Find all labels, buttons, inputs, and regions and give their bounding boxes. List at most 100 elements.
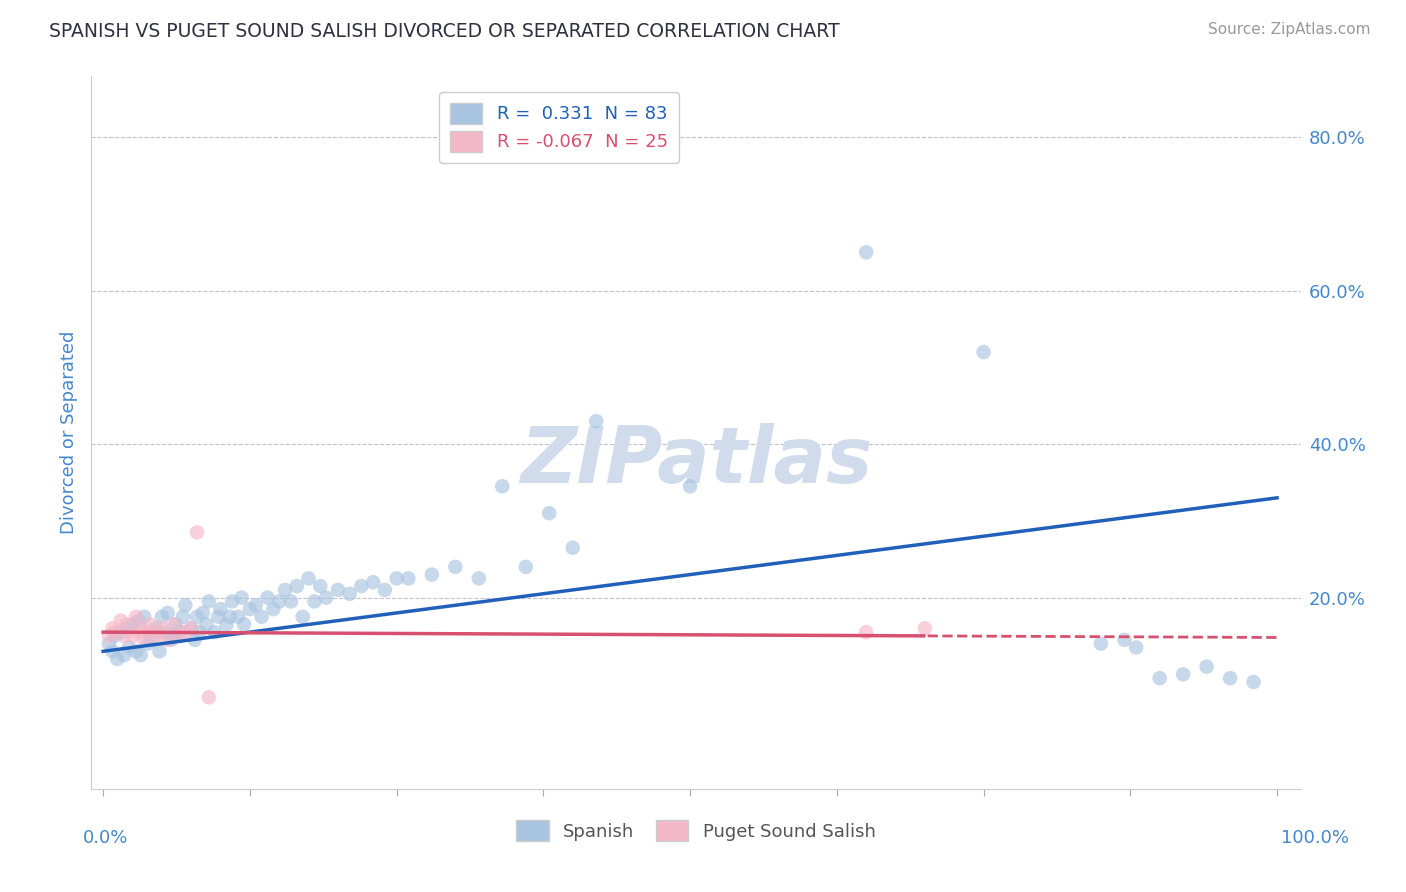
Point xyxy=(136,625,159,640)
Point xyxy=(150,609,173,624)
Point xyxy=(118,640,141,655)
Point xyxy=(1173,667,1195,681)
Point xyxy=(127,614,149,628)
Point xyxy=(115,621,138,635)
Point xyxy=(98,629,121,643)
Text: 0.0%: 0.0% xyxy=(83,829,128,847)
Point xyxy=(136,637,159,651)
Point xyxy=(174,599,197,613)
Point xyxy=(148,644,170,658)
Point xyxy=(169,625,191,640)
Point xyxy=(145,629,167,643)
Point xyxy=(361,575,384,590)
Point xyxy=(195,617,218,632)
Point xyxy=(491,479,513,493)
Point xyxy=(150,621,173,635)
Point xyxy=(101,621,124,635)
Point xyxy=(280,594,302,608)
Point xyxy=(104,625,127,640)
Point xyxy=(112,629,135,643)
Point xyxy=(219,609,242,624)
Point xyxy=(156,632,179,647)
Point xyxy=(197,594,219,608)
Point xyxy=(269,594,291,608)
Point xyxy=(973,345,995,359)
Point xyxy=(1125,640,1147,655)
Point xyxy=(112,648,135,662)
Point xyxy=(101,644,124,658)
Point xyxy=(169,629,191,643)
Point xyxy=(104,629,127,643)
Text: Source: ZipAtlas.com: Source: ZipAtlas.com xyxy=(1208,22,1371,37)
Point xyxy=(304,594,326,608)
Point xyxy=(129,621,152,635)
Point xyxy=(239,602,262,616)
Point xyxy=(226,609,249,624)
Point xyxy=(134,609,156,624)
Point xyxy=(1149,671,1171,685)
Point xyxy=(110,625,132,640)
Point xyxy=(129,648,152,662)
Point xyxy=(396,571,419,585)
Point xyxy=(207,609,229,624)
Point xyxy=(339,587,361,601)
Point xyxy=(231,591,253,605)
Point xyxy=(538,506,561,520)
Point xyxy=(115,617,138,632)
Point xyxy=(125,644,148,658)
Point xyxy=(197,690,219,705)
Legend: Spanish, Puget Sound Salish: Spanish, Puget Sound Salish xyxy=(509,813,883,848)
Text: ZIPatlas: ZIPatlas xyxy=(520,423,872,500)
Point xyxy=(561,541,583,555)
Point xyxy=(139,617,162,632)
Point xyxy=(914,621,936,635)
Point xyxy=(134,632,156,647)
Text: 100.0%: 100.0% xyxy=(1281,829,1348,847)
Point xyxy=(1219,671,1241,685)
Point xyxy=(1114,632,1136,647)
Point xyxy=(326,582,349,597)
Point xyxy=(297,571,319,585)
Point xyxy=(309,579,332,593)
Point xyxy=(444,560,467,574)
Point xyxy=(285,579,308,593)
Point xyxy=(585,414,607,428)
Point xyxy=(186,609,208,624)
Point xyxy=(250,609,273,624)
Point xyxy=(156,606,179,620)
Point xyxy=(188,625,211,640)
Point xyxy=(291,609,314,624)
Point xyxy=(165,617,187,632)
Point xyxy=(160,632,183,647)
Point xyxy=(125,609,148,624)
Point xyxy=(183,632,205,647)
Point xyxy=(110,614,132,628)
Point xyxy=(350,579,373,593)
Point xyxy=(172,609,194,624)
Point xyxy=(215,617,238,632)
Point xyxy=(468,571,491,585)
Point xyxy=(420,567,443,582)
Point xyxy=(679,479,702,493)
Point xyxy=(221,594,243,608)
Point xyxy=(1090,637,1112,651)
Point xyxy=(174,625,197,640)
Point xyxy=(162,617,184,632)
Point xyxy=(374,582,396,597)
Point xyxy=(1243,675,1265,690)
Point xyxy=(855,625,877,640)
Point xyxy=(180,621,202,635)
Point xyxy=(209,602,232,616)
Point xyxy=(121,629,143,643)
Point xyxy=(262,602,284,616)
Point xyxy=(515,560,537,574)
Point xyxy=(145,621,167,635)
Point xyxy=(127,625,149,640)
Point xyxy=(162,629,184,643)
Point xyxy=(191,606,214,620)
Point xyxy=(274,582,297,597)
Y-axis label: Divorced or Separated: Divorced or Separated xyxy=(59,331,77,534)
Point xyxy=(141,632,163,647)
Point xyxy=(315,591,337,605)
Point xyxy=(105,652,128,666)
